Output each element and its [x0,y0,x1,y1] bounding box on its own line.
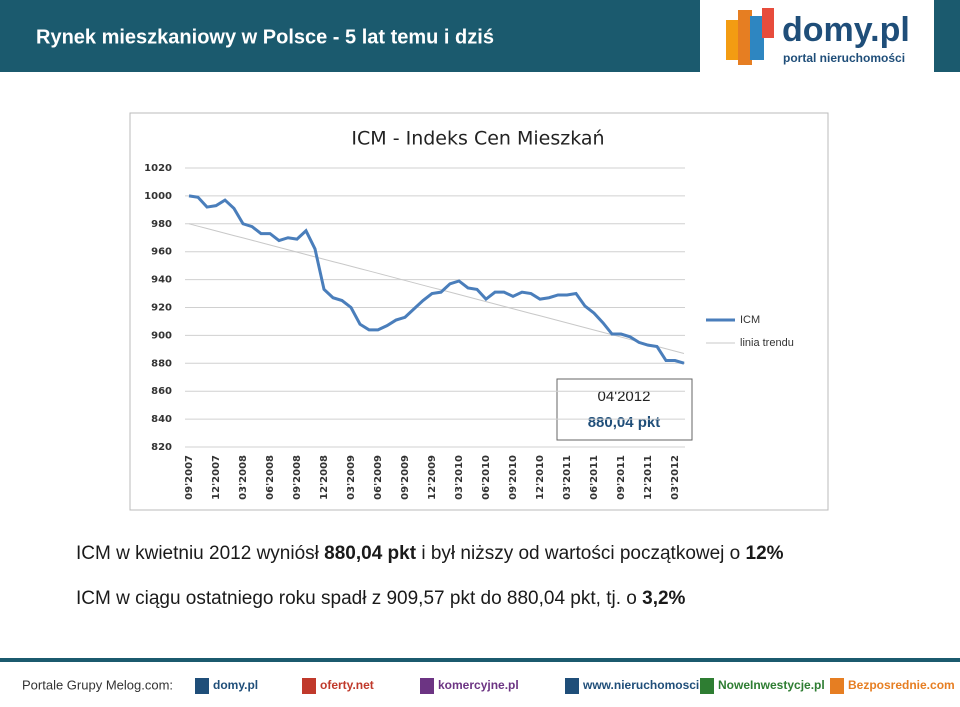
chart-frame [129,112,829,511]
summary-line: ICM w ciągu ostatniego roku spadł z 909,… [76,588,686,609]
x-tick-label: 03'2012 [670,455,681,500]
y-tick-label: 840 [151,414,172,425]
text: ICM w ciągu ostatniego roku spadł z 909,… [76,588,642,609]
legend-label: ICM [740,314,760,326]
x-tick-label: 03'2011 [562,455,573,500]
header-strip [934,0,960,72]
header-bar [0,0,700,72]
portal-icon [302,678,316,694]
portal-icon [700,678,714,694]
y-tick-label: 940 [151,275,172,286]
x-tick-label: 03'2010 [454,455,465,500]
y-tick-label: 820 [151,442,172,453]
series-line [188,223,685,355]
text: 3,2% [642,588,685,609]
y-tick-label: 960 [151,247,172,258]
x-tick-label: 09'2011 [616,455,627,500]
portal-icon [830,678,844,694]
x-tick-label: 06'2008 [265,455,276,500]
x-tick-label: 06'2010 [481,455,492,500]
portal-name: domy.pl [213,678,258,692]
text: i był niższy od wartości początkowej o [416,543,745,564]
x-tick-label: 09'2010 [508,455,519,500]
logo-name: domy.pl [782,11,910,49]
portal-name: NoweInwestycje.pl [718,678,825,692]
x-tick-label: 03'2008 [238,455,249,500]
x-tick-label: 06'2009 [373,455,384,500]
portal-name: oferty.net [320,678,374,692]
portal-icon [420,678,434,694]
y-tick-label: 920 [151,303,172,314]
summary-line: ICM w kwietniu 2012 wyniósł 880,04 pkt i… [76,543,784,564]
x-tick-label: 09'2007 [184,455,195,500]
portal-name: komercyjne.pl [438,678,519,692]
portal-icon [195,678,209,694]
y-tick-label: 880 [151,358,172,369]
series-line [188,194,685,365]
portal-name: Bezposrednie.com [848,678,955,692]
x-tick-label: 12'2010 [535,455,546,500]
y-tick-label: 1000 [144,191,172,202]
portal-icon [565,678,579,694]
x-tick-label: 12'2009 [427,455,438,500]
footer-line [0,658,960,662]
text: ICM w kwietniu 2012 wyniósł [76,543,324,564]
x-tick-label: 06'2011 [589,455,600,500]
slide-title: Rynek mieszkaniowy w Polsce - 5 lat temu… [36,26,494,48]
x-tick-label: 09'2008 [292,455,303,500]
footer-label: Portale Grupy Melog.com: [22,677,173,692]
x-tick-label: 12'2007 [211,455,222,500]
y-tick-label: 860 [151,386,172,397]
chart-title: ICM - Indeks Cen Mieszkań [351,128,604,150]
portal-name: www.nieruchomosci.pl [582,678,713,692]
y-tick-label: 1020 [144,163,172,174]
y-tick-label: 900 [151,330,172,341]
annotation-box [556,378,693,441]
x-tick-label: 12'2008 [319,455,330,500]
annotation-value: 880,04 pkt [588,414,661,431]
logo-tagline: portal nieruchomości [783,51,905,65]
text: 12% [746,543,784,564]
x-tick-label: 12'2011 [643,455,654,500]
logo-icon [726,8,774,65]
y-tick-label: 980 [151,219,172,230]
legend-label: linia trendu [740,337,794,349]
x-tick-label: 03'2009 [346,455,357,500]
annotation-date: 04'2012 [598,388,651,405]
x-tick-label: 09'2009 [400,455,411,500]
text: 880,04 pkt [324,543,417,564]
